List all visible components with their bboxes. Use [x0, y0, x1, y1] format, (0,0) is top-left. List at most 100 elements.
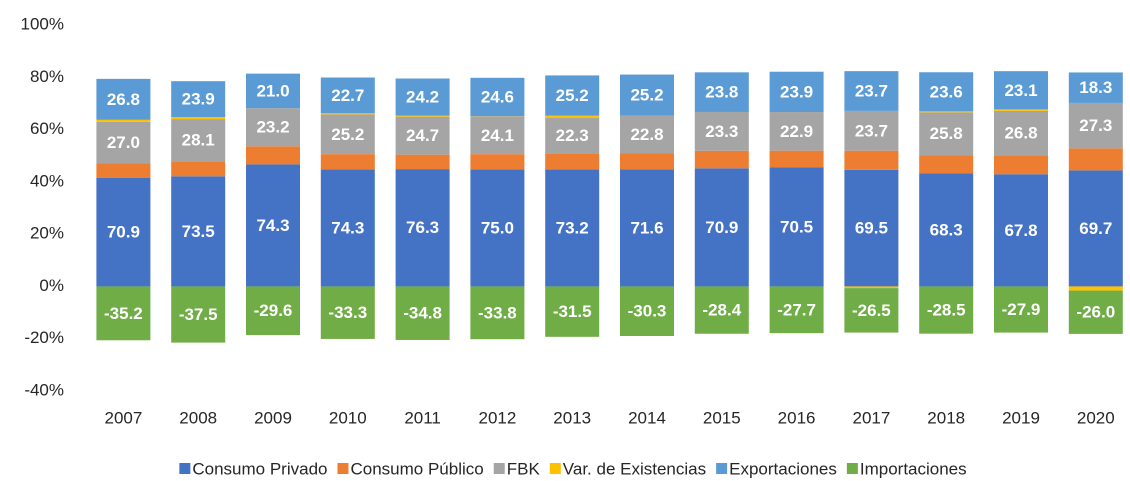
legend-swatch [549, 463, 561, 474]
x-tick-label: 2020 [1077, 408, 1115, 427]
bar-segment [919, 173, 974, 287]
data-label: 23.1 [1004, 81, 1037, 100]
y-tick-label: 0% [39, 276, 64, 295]
bar-segment [470, 286, 525, 340]
bar-segment [246, 286, 300, 336]
bar-segment [844, 71, 899, 111]
legend-swatch [493, 463, 505, 474]
data-label: -29.6 [254, 301, 293, 320]
x-tick-label: 2018 [927, 408, 965, 427]
bar-segment [1068, 286, 1123, 291]
legend-swatch [179, 463, 191, 474]
data-label: 22.8 [630, 125, 663, 144]
data-label: 27.3 [1079, 116, 1112, 135]
data-label: -34.8 [403, 304, 442, 323]
data-label: 69.7 [1079, 219, 1112, 238]
bar-segment [545, 115, 600, 118]
data-label: 70.9 [705, 218, 738, 237]
legend-label: FBK [507, 459, 541, 478]
legend-label: Exportaciones [729, 459, 837, 478]
bar-segment [96, 286, 151, 341]
data-label: 70.5 [780, 217, 813, 236]
data-label: 24.6 [481, 87, 514, 106]
bar-segment [171, 286, 226, 343]
data-label: 74.3 [256, 216, 289, 235]
bar-segment [769, 150, 824, 168]
data-label: 28.1 [182, 131, 215, 150]
data-label: -37.5 [179, 305, 218, 324]
bar-segment [1068, 148, 1123, 171]
bar-segment [395, 154, 450, 170]
bar-segment [620, 74, 674, 116]
data-label: -28.4 [702, 301, 741, 320]
data-label: 22.3 [556, 126, 589, 145]
bar-segment [919, 286, 974, 334]
bar-segment [769, 71, 824, 113]
bar-segment [694, 150, 749, 169]
bar-segment [246, 73, 300, 109]
bar-segment [96, 78, 151, 120]
bar-segment [844, 110, 899, 151]
bar-segment [171, 119, 226, 162]
bar-segment [620, 169, 674, 287]
data-label: 73.2 [556, 218, 589, 237]
bar-segment [171, 81, 226, 117]
bar-segment [395, 78, 450, 116]
data-label: -30.3 [628, 302, 667, 321]
bar-segment [320, 113, 375, 115]
data-label: -31.5 [553, 302, 592, 321]
bar-segment [470, 169, 525, 287]
bar-segment [395, 115, 450, 117]
data-label: 67.8 [1004, 221, 1037, 240]
data-label: 18.3 [1079, 78, 1112, 97]
data-label: 23.9 [182, 90, 215, 109]
bar-segment [320, 77, 375, 114]
data-label: 23.6 [930, 82, 963, 101]
bar-segment [320, 154, 375, 170]
bar-segment [320, 286, 375, 339]
bar-segment [694, 168, 749, 287]
bar-segment [470, 154, 525, 170]
x-tick-label: 2019 [1002, 408, 1040, 427]
bar-segment [844, 150, 899, 170]
bar-segment [96, 177, 151, 287]
data-label: 21.0 [256, 81, 289, 100]
x-tick-label: 2007 [104, 408, 142, 427]
bar-segment [919, 111, 974, 113]
data-label: -27.9 [1002, 300, 1041, 319]
data-label: -33.8 [478, 303, 517, 322]
bar-segment [694, 72, 749, 112]
data-label: 27.0 [107, 133, 140, 152]
legend-swatch [337, 463, 349, 474]
data-label: -33.3 [328, 303, 367, 322]
bar-segment [320, 169, 375, 287]
data-label: 73.5 [182, 222, 215, 241]
y-tick-label: -40% [24, 380, 64, 399]
data-label: 25.2 [556, 86, 589, 105]
data-label: 24.2 [406, 88, 439, 107]
data-label: 24.1 [481, 126, 514, 145]
bar-segment [545, 117, 600, 154]
data-label: 23.9 [780, 82, 813, 101]
bar-segment [96, 163, 151, 178]
bar-segment [171, 176, 226, 287]
data-label: 76.3 [406, 218, 439, 237]
y-tick-label: 20% [30, 224, 64, 243]
bar-segment [395, 116, 450, 155]
bar-segment [844, 286, 899, 289]
data-label: 74.3 [331, 218, 364, 237]
legend: Consumo Privado Consumo Público FBK Var. de… [179, 459, 967, 478]
y-tick-label: 40% [30, 171, 64, 190]
bar-segment [246, 108, 300, 147]
y-tick-label: -20% [24, 328, 64, 347]
data-label: 24.7 [406, 126, 439, 145]
bar-segment [545, 153, 600, 170]
bar-segment [246, 146, 300, 165]
data-label: 69.5 [855, 219, 888, 238]
data-label: -26.5 [852, 301, 891, 320]
bar-segment [470, 77, 525, 117]
data-label: 26.8 [1004, 124, 1037, 143]
bar-segment [246, 164, 300, 287]
x-tick-label: 2012 [478, 408, 516, 427]
